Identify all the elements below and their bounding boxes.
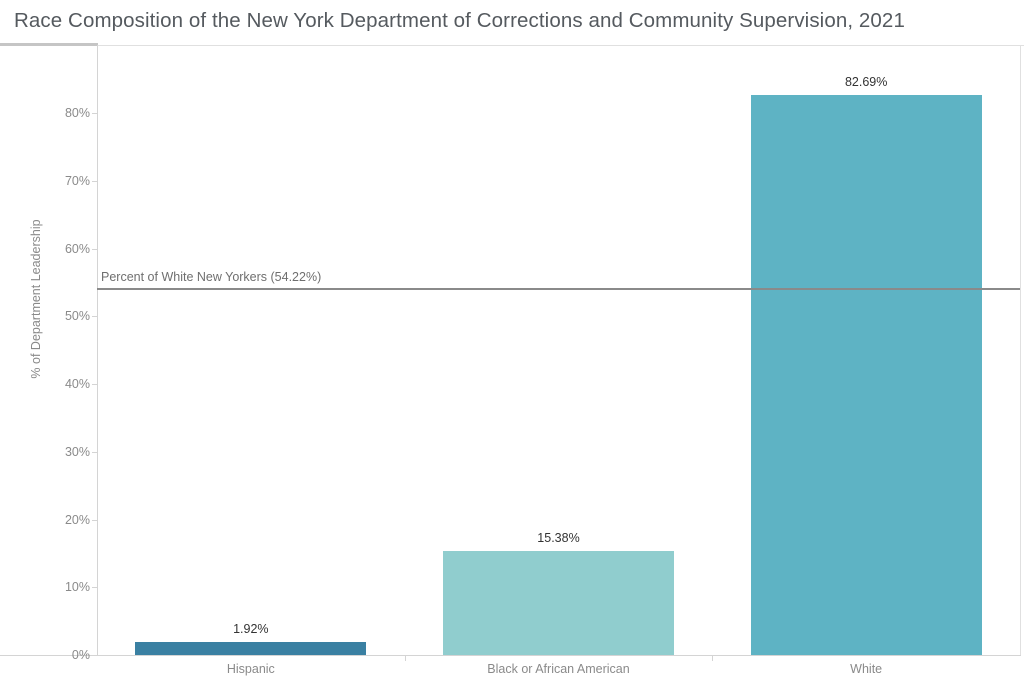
x-axis-divider-tick [712,655,714,661]
y-axis-tick-mark [92,587,97,589]
right-border [1020,45,1021,655]
reference-line-label: Percent of White New Yorkers (54.22%) [101,269,322,284]
y-axis-tick-mark [92,519,97,521]
bar-value-label-black-or-african-american: 15.38% [537,530,580,545]
y-axis-tick-label: 70% [64,174,90,189]
x-axis-label-white: White [850,662,883,676]
x-axis-label-black-or-african-american: Black or African American [487,662,630,676]
bar-value-label-white: 82.69% [844,75,888,90]
y-axis-tick-mark [92,451,97,453]
x-axis-label-hispanic: Hispanic [226,662,275,676]
top-border [98,45,1024,46]
bar-value-label-hispanic: 1.92% [233,622,269,637]
y-axis-tick-label: 30% [64,444,90,459]
y-axis-tick-label: 40% [64,377,90,392]
top-border-left-segment [0,43,98,46]
y-axis-tick-mark [92,316,97,318]
x-axis-divider-tick [404,655,406,661]
y-axis-tick-label: 50% [64,309,90,324]
y-axis-tick-mark [92,113,97,115]
bar-black-or-african-american[interactable] [443,550,674,655]
y-axis-tick-label: 60% [64,241,90,256]
y-axis-tick-label: 80% [64,106,90,121]
y-axis-tick-mark [92,655,97,656]
bar-hispanic[interactable] [135,642,367,655]
y-axis-line [97,45,98,655]
reference-line [97,287,1020,290]
x-axis-line [0,655,1021,656]
y-axis-tick-mark [92,248,97,250]
y-axis-tick-label: 0% [71,648,90,662]
chart-title: Race Composition of the New York Departm… [14,9,905,32]
y-axis-tick-mark [92,181,97,183]
y-axis-tick-mark [92,384,97,386]
plot-pane: Percent of White New Yorkers (54.22%) 1.… [97,45,1020,655]
y-axis-tick-label: 10% [64,580,90,595]
bar-white[interactable] [750,95,982,655]
y-axis-tick-label: 20% [64,512,90,527]
